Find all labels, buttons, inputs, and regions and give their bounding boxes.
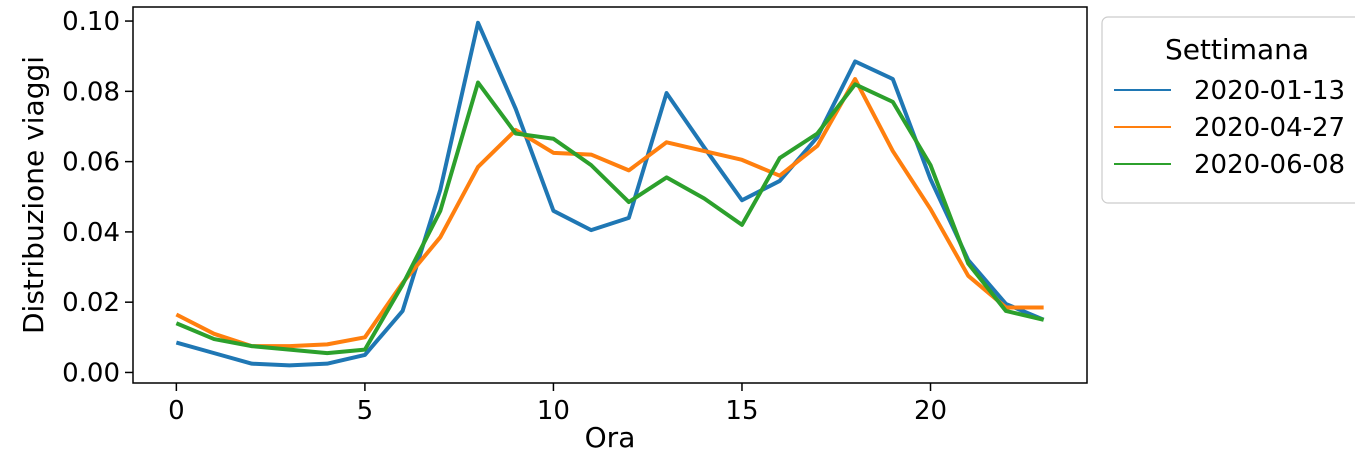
x-tick-label: 5	[357, 396, 374, 426]
y-tick-label: 0.00	[62, 358, 120, 388]
y-tick-label: 0.08	[62, 77, 120, 107]
series-line-2020-06-08	[175, 80, 1045, 356]
legend: Settimana 2020-01-13 2020-04-27 2020-06-08	[1101, 16, 1355, 204]
x-tick-label: 10	[537, 396, 570, 426]
legend-label: 2020-01-13	[1194, 76, 1345, 106]
x-tick-label: 15	[725, 396, 758, 426]
legend-label: 2020-06-08	[1194, 150, 1345, 180]
series-line-2020-01-13	[175, 20, 1045, 368]
y-tick-label: 0.04	[62, 218, 120, 248]
legend-box	[1101, 16, 1355, 204]
legend-label: 2020-04-27	[1194, 113, 1345, 143]
y-axis-label: Distribuzione viaggi	[17, 56, 50, 334]
x-tick-label: 20	[914, 396, 947, 426]
y-tick-label: 0.02	[62, 288, 120, 318]
series-layer	[175, 20, 1045, 368]
x-tick-label: 0	[168, 396, 185, 426]
y-tick-label: 0.06	[62, 148, 120, 178]
legend-items: 2020-01-13 2020-04-27 2020-06-08	[1114, 76, 1345, 180]
legend-title: Settimana	[1165, 33, 1309, 66]
y-tick-label: 0.10	[62, 7, 120, 37]
series-line-2020-04-27	[175, 77, 1044, 349]
plot-frame	[132, 6, 1088, 384]
x-axis: 0 5 10 15 20	[168, 383, 947, 426]
y-axis: 0.00 0.02 0.04 0.06 0.08 0.10	[62, 7, 133, 388]
x-axis-label: Ora	[585, 421, 636, 454]
